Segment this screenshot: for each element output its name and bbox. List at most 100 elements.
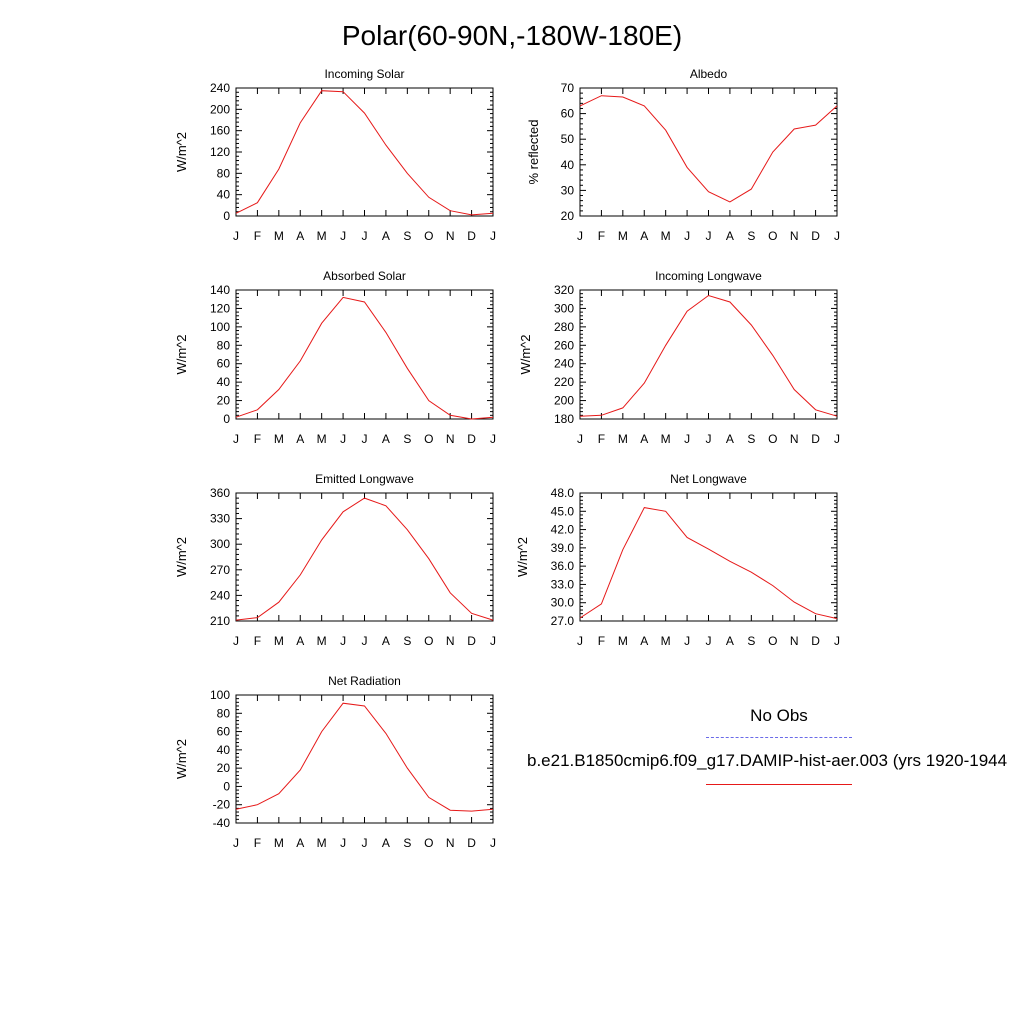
y-tick-label: 200 bbox=[554, 394, 574, 408]
x-tick-label: J bbox=[490, 432, 496, 446]
x-tick-label: S bbox=[403, 229, 411, 243]
y-tick-label: 33.0 bbox=[551, 577, 575, 591]
panel-title: Net Longwave bbox=[670, 472, 747, 486]
y-tick-label: 0 bbox=[223, 209, 230, 223]
y-tick-label: -40 bbox=[213, 816, 231, 830]
y-tick-label: 0 bbox=[223, 412, 230, 426]
x-tick-label: S bbox=[403, 432, 411, 446]
y-tick-label: 270 bbox=[210, 563, 230, 577]
x-tick-label: O bbox=[768, 634, 777, 648]
panel-title: Emitted Longwave bbox=[315, 472, 414, 486]
x-tick-label: J bbox=[706, 634, 712, 648]
y-tick-label: 100 bbox=[210, 688, 230, 702]
series-line bbox=[235, 296, 494, 420]
y-tick-label: 0 bbox=[223, 779, 230, 793]
y-tick-label: 80 bbox=[217, 338, 231, 352]
x-tick-label: A bbox=[296, 229, 304, 243]
series-line bbox=[235, 497, 494, 621]
y-tick-label: 330 bbox=[210, 512, 230, 526]
y-tick-label: 320 bbox=[554, 283, 574, 297]
x-tick-label: A bbox=[296, 634, 304, 648]
x-tick-label: D bbox=[467, 229, 476, 243]
plot-frame bbox=[579, 289, 838, 420]
y-tick-label: 140 bbox=[210, 283, 230, 297]
y-tick-label: 160 bbox=[210, 124, 230, 138]
x-tick-label: F bbox=[598, 634, 605, 648]
x-tick-label: J bbox=[340, 836, 346, 850]
x-tick-label: J bbox=[362, 634, 368, 648]
y-axis-label: W/m^2 bbox=[174, 739, 189, 779]
x-tick-label: J bbox=[684, 432, 690, 446]
x-tick-label: A bbox=[640, 634, 648, 648]
x-tick-label: F bbox=[598, 432, 605, 446]
x-tick-label: A bbox=[382, 229, 390, 243]
x-tick-label: M bbox=[618, 432, 628, 446]
x-tick-label: J bbox=[362, 229, 368, 243]
x-tick-label: M bbox=[274, 229, 284, 243]
x-tick-label: O bbox=[424, 634, 433, 648]
y-tick-label: 39.0 bbox=[551, 541, 575, 555]
plot-frame bbox=[235, 289, 494, 420]
x-tick-label: M bbox=[618, 229, 628, 243]
x-tick-label: D bbox=[811, 634, 820, 648]
y-axis-label: W/m^2 bbox=[515, 537, 530, 577]
chart-panel-4: J F M A M J J A S O N D J180200220240260280300320Inc… bbox=[518, 269, 840, 446]
y-tick-label: 40 bbox=[561, 158, 575, 172]
x-tick-label: S bbox=[403, 634, 411, 648]
y-tick-label: 40 bbox=[217, 375, 231, 389]
x-tick-label: S bbox=[747, 229, 755, 243]
x-tick-label: J bbox=[684, 229, 690, 243]
y-tick-label: 70 bbox=[561, 81, 575, 95]
x-tick-label: J bbox=[362, 836, 368, 850]
x-tick-label: J bbox=[490, 229, 496, 243]
x-tick-label: M bbox=[274, 432, 284, 446]
x-tick-label: J bbox=[362, 432, 368, 446]
x-tick-label: A bbox=[382, 836, 390, 850]
y-tick-label: -20 bbox=[213, 798, 231, 812]
x-tick-label: M bbox=[317, 229, 327, 243]
x-tick-label: A bbox=[296, 432, 304, 446]
y-tick-label: 20 bbox=[561, 209, 575, 223]
y-tick-label: 80 bbox=[217, 166, 231, 180]
plot-frame bbox=[235, 492, 494, 622]
y-tick-label: 80 bbox=[217, 706, 231, 720]
x-tick-label: O bbox=[424, 229, 433, 243]
x-tick-label: O bbox=[768, 229, 777, 243]
x-tick-label: M bbox=[274, 634, 284, 648]
x-tick-label: N bbox=[446, 836, 455, 850]
y-tick-label: 260 bbox=[554, 338, 574, 352]
x-tick-label: A bbox=[640, 229, 648, 243]
x-tick-label: A bbox=[382, 432, 390, 446]
x-tick-label: J bbox=[834, 229, 840, 243]
x-tick-label: M bbox=[661, 229, 671, 243]
x-tick-label: O bbox=[768, 432, 777, 446]
y-tick-label: 20 bbox=[217, 394, 231, 408]
y-axis-label: % reflected bbox=[526, 119, 541, 184]
x-tick-label: J bbox=[340, 634, 346, 648]
x-tick-label: J bbox=[340, 229, 346, 243]
x-tick-label: M bbox=[317, 836, 327, 850]
y-tick-label: 40 bbox=[217, 743, 231, 757]
page-title: Polar(60-90N,-180W-180E) bbox=[341, 20, 683, 51]
x-tick-label: J bbox=[577, 432, 583, 446]
y-tick-label: 60 bbox=[217, 357, 231, 371]
x-tick-label: D bbox=[467, 836, 476, 850]
series-line bbox=[579, 294, 838, 417]
x-tick-label: J bbox=[490, 836, 496, 850]
x-tick-label: F bbox=[254, 634, 261, 648]
x-tick-label: N bbox=[790, 634, 799, 648]
x-tick-label: M bbox=[661, 634, 671, 648]
y-tick-label: 240 bbox=[554, 357, 574, 371]
x-tick-label: D bbox=[467, 432, 476, 446]
series-line bbox=[235, 90, 494, 216]
y-tick-label: 180 bbox=[554, 412, 574, 426]
x-tick-label: J bbox=[233, 836, 239, 850]
y-tick-label: 20 bbox=[217, 761, 231, 775]
legend-obs-label: No Obs bbox=[750, 706, 808, 725]
x-tick-label: M bbox=[274, 836, 284, 850]
y-tick-label: 27.0 bbox=[551, 614, 575, 628]
